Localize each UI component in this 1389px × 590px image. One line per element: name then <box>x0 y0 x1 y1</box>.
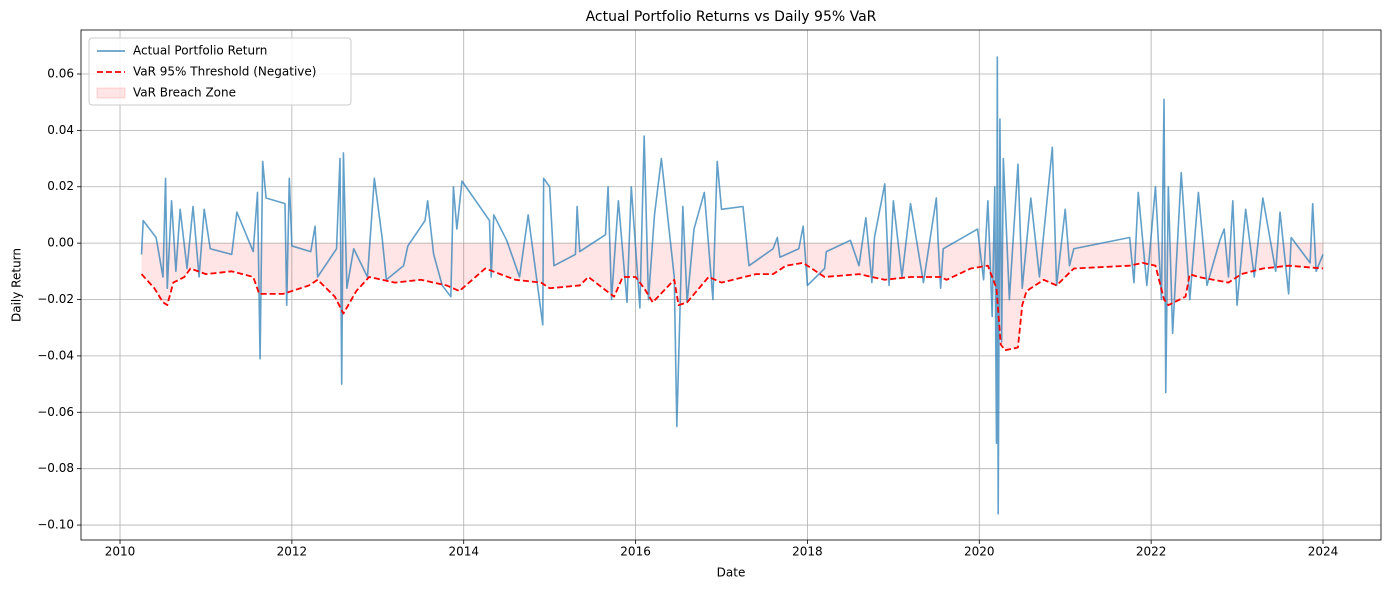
x-tick-label: 2016 <box>620 545 651 559</box>
legend-label: Actual Portfolio Return <box>133 44 267 58</box>
y-tick-label: −0.06 <box>37 405 74 419</box>
x-tick-label: 2014 <box>448 545 479 559</box>
x-tick-label: 2022 <box>1136 545 1167 559</box>
y-tick-label: 0.06 <box>47 66 74 80</box>
series-line <box>140 56 1324 515</box>
legend-box <box>88 37 352 106</box>
y-tick-label: 0.00 <box>47 236 74 250</box>
legend-swatch <box>96 87 126 99</box>
x-axis-label: Date <box>717 566 746 580</box>
y-tick-label: 0.02 <box>47 179 74 193</box>
breach-zone <box>141 243 1323 351</box>
y-tick-label: −0.08 <box>37 461 74 475</box>
y-tick-label: −0.02 <box>37 292 74 306</box>
y-tick-label: −0.04 <box>37 348 74 362</box>
legend-label: VaR Breach Zone <box>133 86 236 100</box>
x-tick-label: 2018 <box>792 545 823 559</box>
x-tick-label: 2012 <box>277 545 308 559</box>
y-tick-label: 0.04 <box>47 123 74 137</box>
plot-frame <box>80 29 1382 541</box>
x-tick-label: 2024 <box>1308 545 1339 559</box>
series-line <box>140 261 1324 352</box>
x-tick-label: 2020 <box>964 545 995 559</box>
y-axis-label: Daily Return <box>10 248 24 322</box>
y-tick-label: −0.10 <box>37 518 74 532</box>
chart-title: Actual Portfolio Returns vs Daily 95% Va… <box>586 9 877 25</box>
legend-label: VaR 95% Threshold (Negative) <box>133 65 316 79</box>
x-tick-label: 2010 <box>105 545 136 559</box>
